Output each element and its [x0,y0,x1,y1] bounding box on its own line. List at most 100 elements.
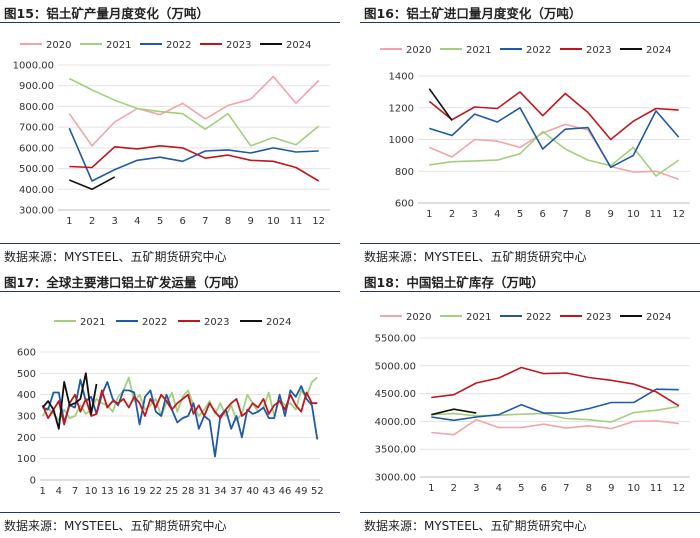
legend-label: 2023 [586,45,611,56]
x-tick-label: 9 [607,209,613,220]
x-tick-label: 5 [157,216,163,227]
y-tick-label: 1000.00 [13,61,54,72]
series-line [41,389,318,426]
y-tick-label: 3500.00 [375,445,416,456]
y-tick-label: 400.00 [19,185,54,196]
series-line [68,75,320,147]
chart-svg: 2021 2022 2023 2024 0 100 200 300 400 500 600 1 4 7 10… [17,317,324,497]
x-tick-label: 6 [541,483,547,494]
y-tick-label: 400 [17,390,36,401]
x-tick-label: 5 [518,483,524,494]
source-rule [0,243,340,244]
legend-label: 2020 [406,312,431,323]
x-tick-label: 46 [279,486,292,497]
x-tick-label: 9 [608,483,614,494]
y-tick-label: 4500.00 [375,389,416,400]
x-tick-label: 12 [672,483,685,494]
chart-title: 图18：中国铝土矿库存（万吨） [364,275,544,290]
x-tick-label: 40 [246,486,259,497]
y-tick-label: 1000 [389,135,414,146]
chart-title: 图15：铝土矿产量月度变化（万吨） [4,6,209,21]
chart-title: 图16：铝土矿进口量月度变化（万吨） [364,6,582,21]
series-line [429,130,680,177]
x-tick-label: 1 [40,486,46,497]
series-line [428,123,679,180]
y-tick-label: 800 [395,167,414,178]
y-tick-label: 5500.00 [375,334,416,345]
series-line [429,107,680,169]
series-line [68,127,319,182]
title-rule [360,291,700,292]
y-tick-label: 5000.00 [375,361,416,372]
x-tick-label: 2 [449,209,455,220]
legend-label: 2021 [80,317,105,328]
series-line [428,91,679,141]
chart-panel-4: 图18：中国铝土矿库存（万吨） 2020 2021 2022 2023 2024 3000… [360,269,700,538]
x-tick-label: 28 [182,486,195,497]
legend-label: 2023 [226,40,251,51]
y-tick-label: 500.00 [19,164,54,175]
legend-label: 2024 [286,40,311,51]
x-tick-label: 9 [247,216,253,227]
y-tick-label: 700.00 [19,123,54,134]
x-tick-label: 43 [262,486,275,497]
x-tick-label: 19 [133,486,146,497]
x-tick-label: 31 [198,486,211,497]
x-tick-label: 6 [179,216,185,227]
chart-source: 数据来源：MYSTEEL、五矿期货研究中心 [364,519,587,533]
legend-label: 2020 [406,45,431,56]
legend-label: 2024 [646,312,671,323]
chart-panel-1: 图15：铝土矿产量月度变化（万吨） 2020 2021 2022 2023 2024 30… [0,0,340,269]
legend-label: 2022 [166,40,191,51]
series-line [431,408,477,416]
series-line [431,388,679,422]
chart-source: 数据来源：MYSTEEL、五矿期货研究中心 [4,519,227,533]
x-tick-label: 37 [230,486,243,497]
source-rule [360,243,700,244]
x-tick-label: 2 [89,216,95,227]
chart-panel-3: 图17：全球主要港口铝土矿发运量（万吨） 2021 2022 2023 2024 0 10… [0,269,340,538]
y-tick-label: 0 [30,476,36,487]
series-line [41,376,318,422]
x-tick-label: 34 [214,486,227,497]
y-tick-label: 800.00 [19,102,54,113]
legend-label: 2024 [266,317,291,328]
chart-source: 数据来源：MYSTEEL、五矿期货研究中心 [364,250,587,264]
legend-label: 2021 [466,45,491,56]
x-tick-label: 16 [117,486,130,497]
x-tick-label: 10 [85,486,98,497]
source-rule [0,512,340,513]
series-line [431,405,679,423]
series-line [69,145,320,182]
legend-label: 2022 [526,312,551,323]
series-line [428,88,453,121]
x-tick-label: 7 [202,216,208,227]
series-line [42,372,98,430]
chart-svg: 2020 2021 2022 2023 2024 300.00 400.00 500.00 60… [13,40,330,227]
series-line [68,176,116,191]
y-tick-label: 500 [17,369,36,380]
x-tick-label: 7 [563,483,569,494]
x-tick-label: 4 [56,486,62,497]
x-tick-label: 5 [517,209,523,220]
x-tick-label: 3 [111,216,117,227]
x-tick-label: 2 [451,483,457,494]
y-tick-label: 1400 [389,72,414,83]
y-tick-label: 200 [17,433,36,444]
legend-label: 2021 [106,40,131,51]
chart-title: 图17：全球主要港口铝土矿发运量（万吨） [4,275,247,290]
x-tick-label: 25 [166,486,179,497]
series-line [431,418,679,436]
y-tick-label: 4000.00 [375,417,416,428]
x-tick-label: 1 [66,216,72,227]
y-tick-label: 100 [17,454,36,465]
x-tick-label: 11 [650,483,663,494]
x-tick-label: 4 [496,483,502,494]
x-tick-label: 22 [149,486,162,497]
x-tick-label: 12 [312,216,325,227]
y-tick-label: 600.00 [19,143,54,154]
x-tick-label: 10 [627,483,640,494]
x-tick-label: 1 [428,483,434,494]
legend-label: 2020 [46,40,71,51]
